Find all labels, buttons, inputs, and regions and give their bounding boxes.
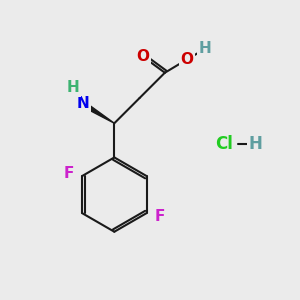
Text: H: H bbox=[66, 80, 79, 95]
Text: O: O bbox=[181, 52, 194, 67]
Text: F: F bbox=[64, 166, 74, 181]
Text: H: H bbox=[249, 135, 262, 153]
Polygon shape bbox=[82, 102, 114, 123]
Text: N: N bbox=[77, 96, 89, 111]
Text: H: H bbox=[199, 41, 212, 56]
Text: Cl: Cl bbox=[215, 135, 233, 153]
Text: F: F bbox=[155, 208, 165, 224]
Text: O: O bbox=[136, 49, 149, 64]
